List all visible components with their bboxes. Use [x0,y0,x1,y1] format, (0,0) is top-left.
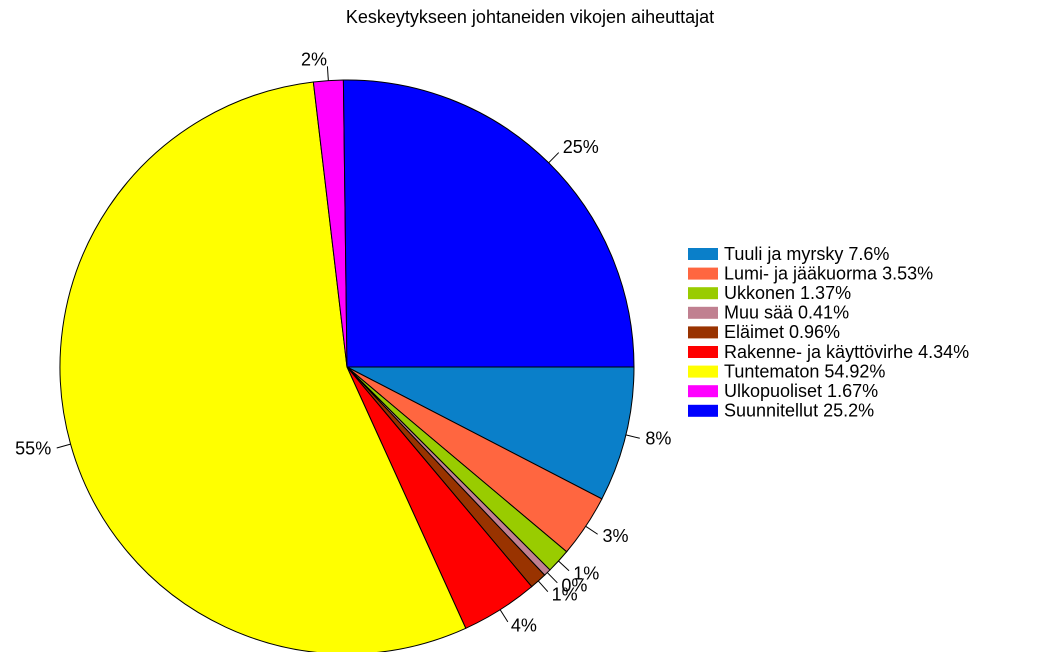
data-label: 8% [645,428,671,448]
legend-label: Lumi- ja jääkuorma 3.53% [724,263,933,283]
label-tick [499,609,509,623]
legend-label: Suunnitellut 25.2% [724,401,874,421]
legend-label: Ukkonen 1.37% [724,283,851,303]
legend-swatch [688,385,718,398]
data-label: 1% [552,585,578,605]
data-label: 4% [511,615,537,635]
legend-swatch [688,346,718,358]
label-tick [326,66,329,81]
label-tick [548,152,560,164]
legend-label: Rakenne- ja käyttövirhe 4.34% [724,342,969,362]
label-tick [56,443,71,449]
legend-label: Tuuli ja myrsky 7.6% [724,244,889,264]
legend-label: Eläimet 0.96% [724,322,840,342]
label-tick [625,434,640,439]
legend-swatch [688,248,718,260]
legend-swatch [688,287,718,300]
pie-slice [346,366,635,500]
legend-swatch [688,267,718,280]
data-label: 1% [573,563,599,583]
legend-swatch [688,326,718,339]
label-tick [537,580,549,592]
legend-swatch [688,365,718,378]
legend-swatch [688,404,718,417]
data-label: 0% [561,576,587,596]
data-label: 3% [602,526,628,546]
data-label: 25% [563,137,599,157]
data-label: 2% [301,49,327,69]
legend-swatch [688,306,718,319]
label-tick [558,560,570,572]
label-tick [585,525,598,535]
data-label: 55% [15,438,51,458]
legend-label: Ulkopuoliset 1.67% [724,381,878,401]
legend-label: Tuntematon 54.92% [724,361,885,381]
legend-label: Muu sää 0.41% [724,303,849,323]
pie-slice [342,79,635,368]
chart-title: Keskeytykseen johtaneiden vikojen aiheut… [346,7,714,27]
label-tick [546,572,558,584]
